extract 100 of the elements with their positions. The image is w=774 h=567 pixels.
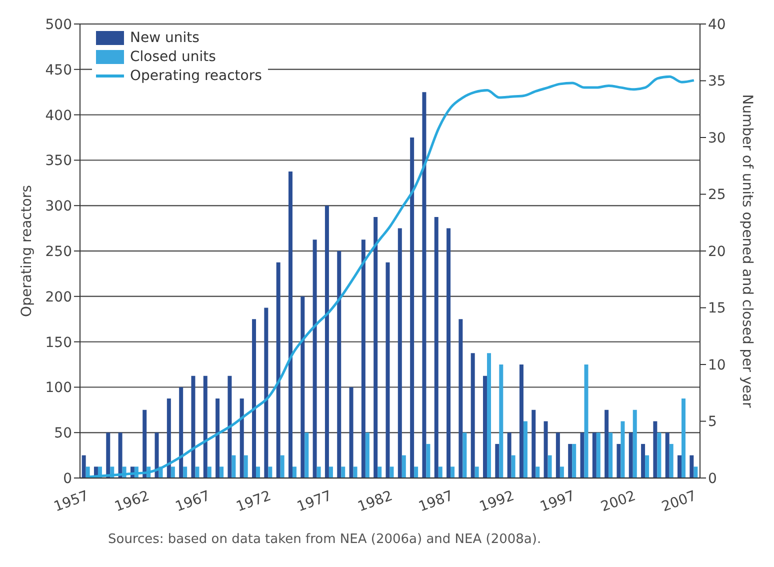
x-tick-label: 1982 <box>356 488 395 516</box>
bar <box>572 444 576 478</box>
x-tick-label: 1992 <box>477 488 516 516</box>
bar <box>483 376 487 478</box>
bar <box>657 432 662 478</box>
bar <box>337 251 342 478</box>
bar <box>374 216 378 478</box>
bar <box>616 444 621 478</box>
y-tick-label: 0 <box>63 470 72 487</box>
bar <box>678 455 682 478</box>
bar <box>244 455 248 478</box>
bar <box>414 466 418 478</box>
bar <box>280 455 284 478</box>
bar <box>632 410 637 478</box>
bar <box>191 376 196 478</box>
bar <box>536 466 540 478</box>
x-tick-label: 1962 <box>112 488 152 516</box>
bar <box>690 455 694 478</box>
bar <box>240 398 244 478</box>
bar <box>179 387 184 478</box>
bar <box>276 262 280 478</box>
y-tick-label: 400 <box>45 108 72 124</box>
bar <box>532 410 536 478</box>
bar <box>402 455 406 478</box>
bar <box>580 432 584 478</box>
bar <box>682 398 686 478</box>
source-note: Sources: based on data taken from NEA (2006a) and NEA (2008a). <box>108 532 542 547</box>
y-tick-label: 500 <box>45 16 72 33</box>
bar <box>450 466 455 478</box>
bar <box>154 432 159 478</box>
bar <box>438 466 442 478</box>
bar <box>142 410 147 478</box>
x-tick-label: 1987 <box>416 488 456 516</box>
bar <box>645 455 650 478</box>
bar <box>300 296 305 478</box>
bar <box>474 466 479 478</box>
bar <box>560 466 564 478</box>
bar <box>256 466 260 478</box>
bar <box>628 432 633 478</box>
bar <box>422 92 426 478</box>
bar <box>584 364 588 478</box>
y2-tick-label: 30 <box>708 130 726 146</box>
x-tick-label: 1997 <box>538 488 578 516</box>
y2-tick-label: 35 <box>708 74 726 90</box>
bar <box>183 466 188 478</box>
bar <box>495 444 500 478</box>
y-tick-label: 100 <box>45 380 72 396</box>
bar <box>653 421 658 478</box>
y2-tick-label: 5 <box>708 414 717 430</box>
bar <box>316 466 321 478</box>
bar <box>166 398 171 478</box>
bar <box>268 466 272 478</box>
bar <box>511 455 516 478</box>
x-tick-label: 1972 <box>234 488 274 516</box>
bar <box>608 432 613 478</box>
bar <box>349 387 354 478</box>
legend-label: New units <box>130 30 200 46</box>
bar <box>252 319 256 478</box>
bar <box>288 172 292 478</box>
x-tick-label: 2007 <box>660 488 699 516</box>
x-tick-label: 1967 <box>173 488 212 516</box>
bar <box>106 432 110 478</box>
bar <box>487 353 491 478</box>
bar <box>499 364 504 478</box>
y-tick-label: 250 <box>45 244 72 260</box>
bar <box>292 466 296 478</box>
bar <box>361 240 366 478</box>
y-tick-label: 350 <box>45 153 72 170</box>
bar <box>228 376 232 478</box>
bar <box>446 228 451 478</box>
bar <box>458 319 463 478</box>
bar <box>462 432 467 478</box>
bar <box>410 138 414 478</box>
y-tick-label: 450 <box>45 62 72 78</box>
bar <box>398 228 402 478</box>
bar <box>378 466 382 478</box>
bar <box>592 432 596 478</box>
y-tick-label: 200 <box>45 289 72 306</box>
bar <box>556 432 560 478</box>
bar <box>596 432 600 478</box>
y-tick-label: 50 <box>54 426 72 442</box>
bar <box>548 455 552 478</box>
bar <box>195 466 200 478</box>
bar <box>620 421 625 478</box>
bar <box>170 466 175 478</box>
y2-axis-title: Number of units opened and closed per year <box>739 94 756 408</box>
bar <box>519 364 524 478</box>
x-tick-label: 2002 <box>598 488 638 516</box>
bar <box>232 455 236 478</box>
legend-label: Operating reactors <box>130 68 262 84</box>
bar <box>328 466 333 478</box>
bar <box>669 444 674 478</box>
bar <box>341 466 346 478</box>
bar <box>568 444 572 478</box>
y-axis-title: Operating reactors <box>18 185 35 317</box>
bar <box>544 421 548 478</box>
bar <box>312 240 317 478</box>
bar <box>220 466 224 478</box>
bar <box>523 421 528 478</box>
y2-tick-label: 25 <box>708 187 726 204</box>
